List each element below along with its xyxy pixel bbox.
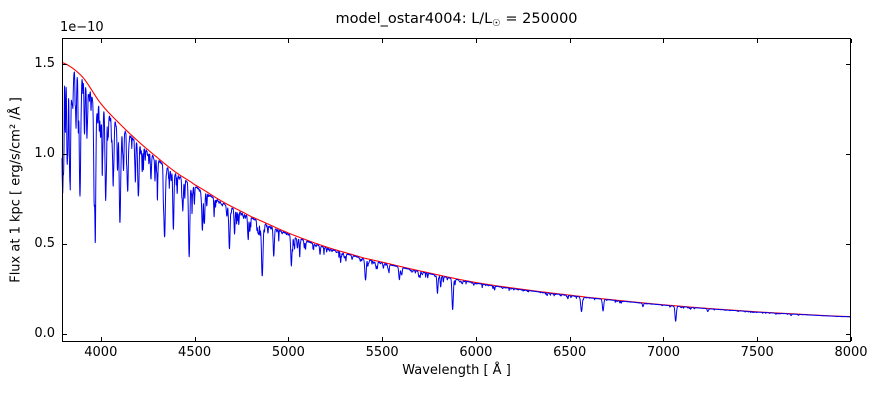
y-tick-label: 1.0 <box>34 146 55 161</box>
x-tick-label: 5000 <box>271 345 305 360</box>
plot-title-suffix: = 250000 <box>500 11 578 27</box>
continuum-line <box>61 61 851 318</box>
plot-title-prefix: model_ostar4004: L/L <box>335 11 493 27</box>
x-tick-label: 4500 <box>178 345 212 360</box>
x-tick-label: 6500 <box>553 345 587 360</box>
x-tick-label: 6000 <box>459 345 493 360</box>
sun-symbol: ☉ <box>492 18 501 29</box>
y-tick-label: 0.5 <box>34 235 55 251</box>
x-tick-label: 7500 <box>740 345 774 360</box>
spectrum-line <box>61 71 852 322</box>
x-tick-label: 4000 <box>84 345 118 360</box>
y-axis-offset-text: 1e−10 <box>60 20 104 35</box>
plot-title: model_ostar4004: L/L☉ = 250000 <box>62 11 851 29</box>
x-tick-label: 8000 <box>834 345 868 360</box>
x-tick-label: 5500 <box>365 345 399 360</box>
axes-frame <box>62 38 851 342</box>
y-tick-label: 1.5 <box>34 56 55 72</box>
y-tick-label: 0.0 <box>34 325 55 341</box>
x-axis-label: Wavelength [ Å ] <box>402 363 511 378</box>
x-tick-label: 7000 <box>646 345 680 360</box>
